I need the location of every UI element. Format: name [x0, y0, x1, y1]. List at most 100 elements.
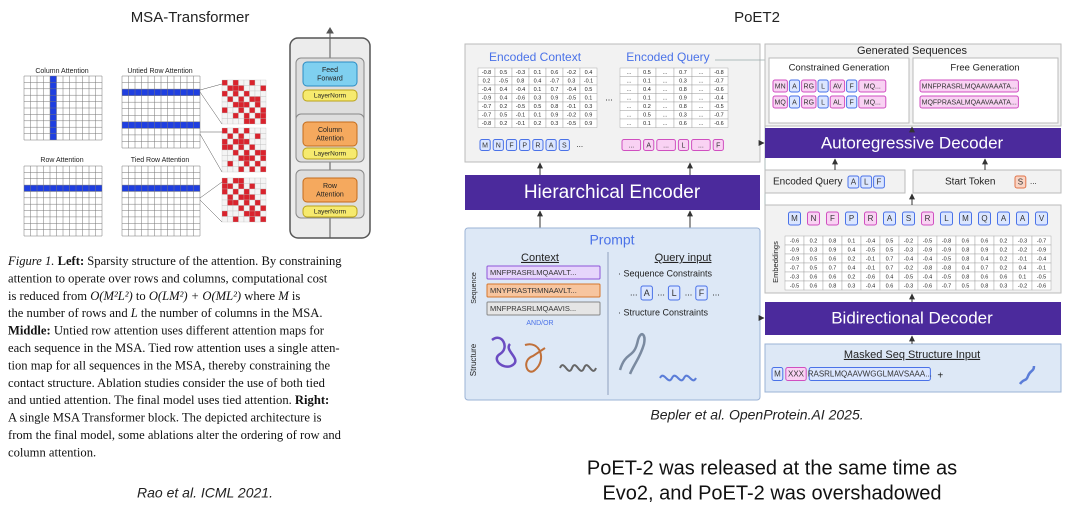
token-label: ...: [663, 142, 669, 149]
matrix-value: 0.2: [500, 121, 508, 127]
matrix-value: -0.5: [567, 96, 576, 102]
matrix-value: ...: [627, 87, 632, 93]
matrix-value: -0.8: [714, 70, 723, 76]
caption-text: O(LM²) + O(ML²): [149, 289, 241, 303]
matrix-value: 0.2: [848, 274, 856, 280]
attention-cell: [249, 96, 256, 103]
matrix-value: 0.1: [643, 121, 651, 127]
attention-cell: [238, 155, 245, 162]
layer-label: LayerNorm: [314, 151, 346, 158]
matrix-value: 0.5: [643, 70, 651, 76]
token-label: ...: [628, 142, 634, 149]
section-label: Generated Sequences: [857, 45, 968, 57]
attention-cell: [238, 188, 245, 195]
matrix-value: 0.6: [829, 274, 837, 280]
attention-cell: [227, 107, 234, 114]
token: [479, 139, 491, 151]
matrix-value: 0.2: [1000, 247, 1008, 253]
matrix-value: 0.6: [886, 283, 894, 289]
attention-cell: [243, 85, 250, 92]
attention-cell: [249, 160, 256, 167]
token-label: Q: [981, 214, 987, 223]
matrix-value: 0.6: [981, 238, 989, 244]
matrix-value: -0.7: [482, 104, 491, 110]
matrix-value: 0.2: [500, 104, 508, 110]
matrix-value: 0.9: [551, 113, 559, 119]
attention-cell: [260, 149, 267, 156]
matrix-value: 0.1: [534, 87, 542, 93]
matrix-value: 0.2: [534, 121, 542, 127]
attention-cell: [221, 199, 228, 206]
caption-text: Left:: [58, 254, 85, 268]
token: [817, 95, 829, 109]
matrix-value: -0.4: [516, 87, 525, 93]
attention-cell: [260, 85, 267, 92]
matrix-value: -0.3: [790, 274, 799, 280]
axis-label: Sequence: [471, 272, 478, 304]
caption-text: O(M²L²): [90, 289, 133, 303]
sequence-text: MNYPRASTRMNAAVLT...: [490, 286, 577, 295]
matrix-value: -0.7: [714, 79, 723, 85]
matrix-value: 0.8: [551, 104, 559, 110]
attention-cell: [254, 96, 261, 103]
attention-cell: [227, 210, 234, 217]
matrix-value: 0.4: [500, 87, 508, 93]
section-label: Encoded Query: [626, 50, 709, 64]
attention-cell: [221, 216, 228, 223]
attention-cell: [260, 183, 267, 190]
token: [788, 211, 801, 226]
attention-cell: [227, 194, 234, 201]
matrix-value: 0.9: [981, 247, 989, 253]
token-label: S: [562, 142, 567, 149]
matrix-value: 0.5: [500, 70, 508, 76]
attention-cell: [238, 112, 245, 119]
attention-cell: [238, 205, 245, 212]
caption-line: Figure 1. Left: Sparsity structure of th…: [7, 254, 342, 268]
matrix-value: -0.9: [482, 96, 491, 102]
matrix-value: 0.5: [585, 87, 593, 93]
matrix-value: -0.2: [567, 113, 576, 119]
matrix-value: 0.6: [981, 274, 989, 280]
attention-cell: [249, 118, 256, 125]
matrix-value: -0.5: [790, 283, 799, 289]
matrix-value: 0.7: [829, 265, 837, 271]
ellipsis: ...: [657, 287, 665, 297]
matrix-value: ...: [627, 113, 632, 119]
matrix-value: 0.6: [679, 121, 687, 127]
matrix-value: 0.5: [810, 265, 818, 271]
module-label: Hierarchical Encoder: [524, 182, 701, 203]
token-label: L: [821, 99, 825, 106]
attention-cell: [232, 85, 239, 92]
attention-cell: [232, 112, 239, 119]
section-label: Masked Seq Structure Input: [844, 349, 980, 361]
attention-cell: [254, 101, 261, 108]
attention-cell: [232, 166, 239, 173]
attention-cell: [232, 133, 239, 140]
attention-cell: [232, 96, 239, 103]
matrix-value: -0.2: [1018, 283, 1027, 289]
caption-line: Middle: Untied row attention uses differ…: [8, 323, 325, 337]
caption-text: A single MSA Transformer block. The depi…: [8, 410, 322, 424]
attention-cell: [227, 118, 234, 125]
matrix-value: ...: [627, 79, 632, 85]
constraint-label: · Structure Constraints: [618, 307, 709, 317]
attention-cell: [227, 90, 234, 97]
attention-cell: [232, 205, 239, 212]
attention-cell: [238, 199, 245, 206]
attention-cell: [227, 149, 234, 156]
matrix-value: -0.5: [499, 79, 508, 85]
matrix-value: -0.7: [942, 283, 951, 289]
attention-cell: [221, 127, 228, 134]
attention-cell: [254, 79, 261, 86]
attention-cell: [232, 210, 239, 217]
caption-text: tion map for all sequences in the MSA, t…: [8, 358, 331, 372]
citation: Bepler et al. OpenProtein.AI 2025.: [650, 407, 863, 423]
attention-cell: [238, 216, 245, 223]
attention-cell: [238, 79, 245, 86]
token: [656, 139, 676, 151]
sequence-box: [486, 283, 601, 298]
token: [545, 139, 557, 151]
attention-cell: [232, 127, 239, 134]
matrix-value: 0.4: [981, 256, 989, 262]
